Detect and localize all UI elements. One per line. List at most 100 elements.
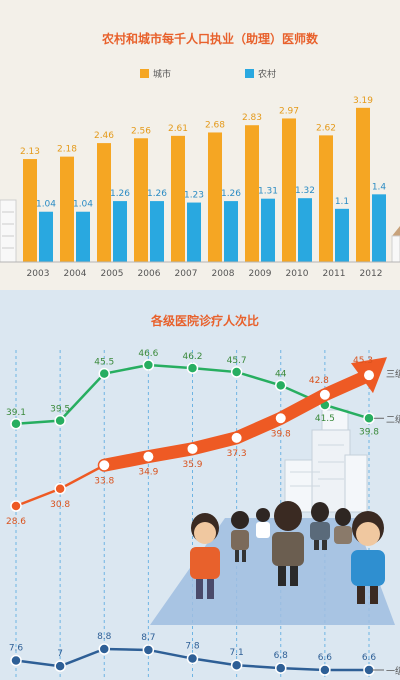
label-level2: 41.5 <box>315 414 335 424</box>
bar-city <box>356 107 370 262</box>
label-level2: 44 <box>275 369 287 379</box>
point-level2 <box>54 414 66 427</box>
physician-chart-panel: 农村和城市每千人口执业（助理）医师数 城市 农村 2.13 1.04 2.18 1.04… <box>0 0 400 290</box>
label-level3: 37.3 <box>227 449 247 459</box>
label-level3: 45.3 <box>353 356 373 366</box>
x-tick-label: 2007 <box>175 269 198 279</box>
label-level2: 39.5 <box>50 405 70 415</box>
line-chart-title: 各级医院诊疗人次比 <box>150 313 259 328</box>
bar-city <box>97 143 111 262</box>
legend-swatch-1 <box>245 69 254 78</box>
point-level2 <box>10 418 22 430</box>
x-tick-label: 2008 <box>212 269 235 279</box>
point-level1 <box>275 662 287 674</box>
bar-chart-title: 农村和城市每千人口执业（助理）医师数 <box>101 31 319 46</box>
bar-city <box>171 135 185 262</box>
label-level2: 46.6 <box>138 349 158 359</box>
bar-value-label: 2.62 <box>316 123 336 133</box>
bar-chart-legend: 城市 农村 <box>140 68 276 80</box>
bar-value-label: 1.1 <box>335 197 349 207</box>
legend-swatch-0 <box>140 69 149 78</box>
bar-value-label: 2.61 <box>168 124 188 134</box>
legend-label-0: 城市 <box>153 68 171 80</box>
label-level3: 28.6 <box>6 517 26 527</box>
bar-rural <box>113 201 127 262</box>
physician-bar-chart: 农村和城市每千人口执业（助理）医师数 城市 农村 2.13 1.04 2.18 1.04… <box>0 31 400 279</box>
point-level1 <box>54 660 66 672</box>
label-level2: 45.7 <box>227 356 247 366</box>
bar-chart-x-axis: 2003 2004 2005 2006 2007 2008 2009 2010 2011 2012 <box>27 269 383 279</box>
label-level2: 39.1 <box>6 408 26 418</box>
label-level1: 6.8 <box>274 651 289 661</box>
bar-city <box>60 156 74 262</box>
building-right-icon <box>391 226 400 263</box>
point-level2 <box>98 367 110 380</box>
bar-rural <box>372 194 386 262</box>
label-level3: 35.9 <box>182 460 202 470</box>
point-level1 <box>10 654 22 667</box>
series-name-1: 二级 <box>386 413 400 425</box>
label-level1: 6.6 <box>362 653 377 663</box>
point-level2 <box>230 366 243 378</box>
point-level2 <box>142 359 155 371</box>
point-level1 <box>186 652 199 665</box>
bar-value-label: 1.04 <box>73 200 93 210</box>
label-level3: 33.8 <box>94 476 114 486</box>
bar-city <box>23 159 37 262</box>
point-level3 <box>319 389 330 400</box>
label-level1: 7.8 <box>185 642 200 652</box>
bar-value-label: 2.83 <box>242 113 262 123</box>
bar-value-label: 1.26 <box>110 189 130 199</box>
bar-chart-marks: 2.13 1.04 2.18 1.04 2.46 1.26 2.56 1.26 2.61 1.23… <box>20 96 386 262</box>
point-level1 <box>319 664 331 676</box>
bar-rural <box>187 202 201 262</box>
patients-crowd-illustration <box>150 501 395 625</box>
bar-value-label: 2.18 <box>57 145 77 155</box>
point-level3 <box>54 483 66 495</box>
label-level2: 39.8 <box>359 427 379 437</box>
bar-city <box>319 135 333 262</box>
point-level1 <box>98 643 110 655</box>
bar-value-label: 1.4 <box>372 182 387 192</box>
label-level2: 45.5 <box>94 358 114 368</box>
bar-value-label: 2.46 <box>94 131 114 141</box>
bar-rural <box>150 201 164 262</box>
point-level1 <box>142 644 155 656</box>
point-level2 <box>275 379 287 392</box>
bar-city <box>208 132 222 262</box>
bar-rural <box>298 198 312 262</box>
point-level3 <box>143 451 154 462</box>
point-level3 <box>364 370 374 381</box>
building-left-icon <box>0 199 17 263</box>
label-level3: 34.9 <box>138 468 158 478</box>
bar-value-label: 2.13 <box>20 147 40 157</box>
line-chart-data-labels: 39.1 39.5 45.5 46.6 46.2 45.7 44 41.5 39.8 28.6 30… <box>6 349 379 663</box>
bar-value-label: 1.32 <box>295 186 315 196</box>
bar-value-label: 2.97 <box>279 106 299 116</box>
bar-value-label: 1.04 <box>36 200 56 210</box>
point-level3 <box>99 460 110 471</box>
bar-value-label: 3.19 <box>353 96 373 106</box>
bar-value-label: 1.26 <box>221 189 241 199</box>
point-level2 <box>186 362 199 374</box>
bar-value-label: 2.56 <box>131 126 151 136</box>
x-tick-label: 2004 <box>64 269 87 279</box>
label-level3: 30.8 <box>50 500 70 510</box>
label-level2: 46.2 <box>182 352 202 362</box>
label-level1: 8.7 <box>141 633 155 643</box>
label-level1: 8.8 <box>97 632 112 642</box>
x-tick-label: 2012 <box>360 269 383 279</box>
bar-city <box>134 138 148 262</box>
x-tick-label: 2005 <box>101 269 124 279</box>
label-level3: 42.8 <box>309 376 329 386</box>
bar-rural <box>261 198 275 262</box>
bar-rural <box>76 211 90 262</box>
bar-value-label: 1.31 <box>258 187 278 197</box>
label-level1: 6.6 <box>318 653 333 663</box>
visit-ratio-line-chart: 各级医院诊疗人次比 <box>6 313 400 680</box>
point-level3 <box>231 432 242 443</box>
bar-city <box>282 118 296 262</box>
x-tick-label: 2011 <box>323 269 346 279</box>
series-name-0: 三级 <box>386 368 400 380</box>
